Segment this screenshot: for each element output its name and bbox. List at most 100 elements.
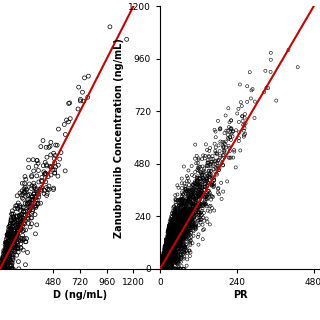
- Point: [161, 266, 166, 271]
- Point: [157, 266, 163, 271]
- Point: [188, 217, 193, 222]
- Point: [175, 246, 180, 251]
- Point: [195, 160, 200, 165]
- Point: [170, 264, 175, 269]
- Point: [168, 260, 173, 265]
- Point: [0, 266, 3, 271]
- Point: [182, 220, 188, 225]
- Point: [188, 213, 193, 218]
- Point: [188, 213, 193, 218]
- Point: [191, 188, 196, 193]
- Point: [158, 266, 164, 271]
- Point: [164, 266, 169, 271]
- Point: [180, 217, 185, 222]
- Point: [157, 266, 163, 271]
- Point: [186, 211, 191, 216]
- Point: [5, 264, 11, 269]
- Point: [175, 233, 180, 238]
- Point: [172, 209, 178, 214]
- Point: [2, 251, 7, 256]
- Point: [180, 223, 185, 228]
- Point: [184, 208, 189, 213]
- Point: [161, 266, 166, 271]
- Point: [157, 266, 163, 271]
- Point: [157, 266, 163, 271]
- Point: [26, 204, 31, 209]
- Point: [181, 237, 186, 243]
- Point: [6, 260, 11, 265]
- Point: [157, 266, 163, 271]
- Point: [159, 266, 164, 271]
- Point: [29, 194, 35, 199]
- Point: [17, 226, 22, 231]
- Point: [164, 253, 169, 258]
- Point: [175, 232, 180, 237]
- Point: [15, 221, 20, 226]
- Point: [187, 211, 192, 216]
- Point: [182, 203, 187, 208]
- Point: [170, 233, 175, 238]
- Point: [16, 223, 21, 228]
- Point: [163, 263, 168, 268]
- Point: [173, 226, 179, 231]
- Point: [187, 193, 192, 198]
- Point: [218, 153, 223, 158]
- Point: [167, 261, 172, 266]
- Point: [177, 232, 182, 237]
- Point: [158, 266, 163, 271]
- Point: [160, 266, 165, 271]
- Point: [209, 172, 214, 177]
- Point: [170, 258, 175, 263]
- Point: [163, 259, 168, 264]
- Point: [51, 187, 56, 192]
- Point: [183, 210, 188, 215]
- Point: [4, 243, 10, 248]
- Point: [164, 237, 169, 242]
- Point: [225, 135, 230, 140]
- Point: [197, 175, 203, 180]
- Point: [183, 234, 188, 239]
- Point: [159, 266, 164, 271]
- Point: [41, 163, 46, 168]
- Point: [176, 256, 181, 261]
- Point: [3, 266, 8, 271]
- Point: [163, 260, 168, 266]
- Point: [186, 210, 191, 215]
- Point: [215, 164, 220, 169]
- Point: [86, 74, 91, 79]
- Point: [220, 153, 225, 158]
- Point: [172, 223, 177, 228]
- Point: [204, 164, 209, 169]
- Point: [172, 255, 177, 260]
- Point: [201, 153, 206, 158]
- Point: [7, 254, 12, 259]
- Point: [201, 215, 206, 220]
- Point: [178, 229, 183, 235]
- Point: [172, 229, 177, 234]
- Point: [173, 219, 179, 224]
- Point: [170, 240, 175, 245]
- Point: [167, 236, 172, 241]
- Point: [159, 266, 164, 271]
- Point: [9, 236, 14, 242]
- Point: [187, 199, 192, 204]
- Point: [0, 266, 3, 271]
- Point: [193, 223, 198, 228]
- Point: [15, 229, 20, 234]
- Point: [159, 261, 164, 267]
- Point: [212, 208, 217, 213]
- Point: [185, 219, 190, 224]
- Point: [175, 234, 180, 239]
- Point: [183, 229, 188, 235]
- Point: [162, 263, 167, 268]
- Point: [171, 255, 176, 260]
- Point: [163, 266, 168, 271]
- Point: [164, 238, 170, 244]
- Point: [165, 260, 170, 265]
- Point: [6, 230, 11, 235]
- Point: [171, 228, 176, 234]
- Point: [167, 246, 172, 252]
- Point: [191, 219, 196, 224]
- Point: [173, 259, 179, 264]
- Point: [157, 266, 163, 271]
